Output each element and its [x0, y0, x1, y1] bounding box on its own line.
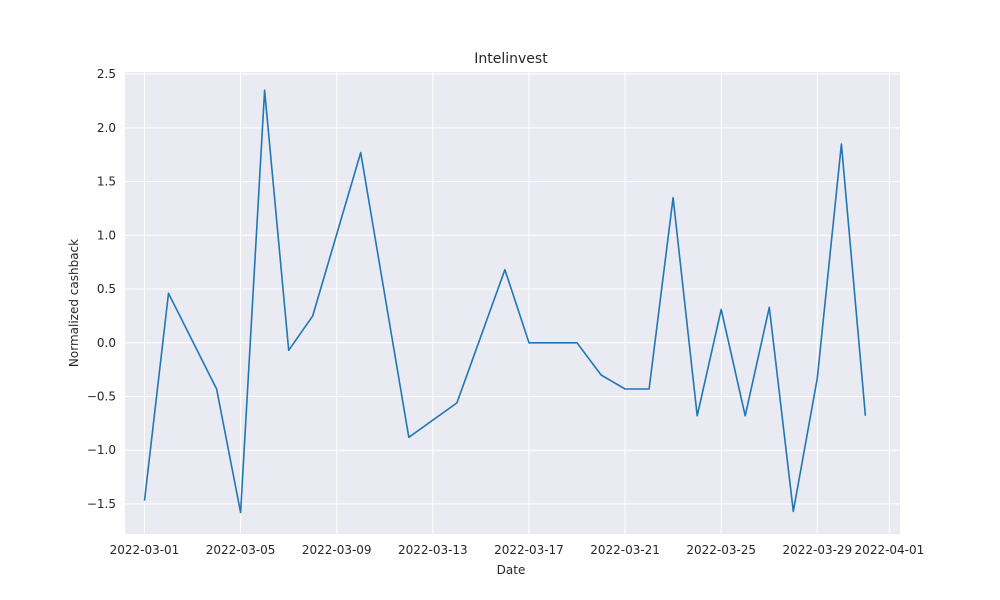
y-tick-label: 1.5 [97, 175, 116, 189]
x-tick-label: 2022-03-25 [686, 543, 756, 557]
x-tick-label: 2022-03-05 [206, 543, 276, 557]
y-tick-label: 2.0 [97, 121, 116, 135]
y-tick-label: −0.5 [87, 389, 116, 403]
x-tick-label: 2022-04-01 [855, 543, 925, 557]
x-tick-label: 2022-03-17 [494, 543, 564, 557]
x-tick-labels: 2022-03-01 2022-03-05 2022-03-09 2022-03-13… [110, 543, 925, 557]
y-tick-label: 0.0 [97, 336, 116, 350]
y-tick-label: −1.5 [87, 497, 116, 511]
y-tick-label: 1.0 [97, 228, 116, 242]
grid-lines [125, 72, 900, 534]
series-line [143, 89, 867, 514]
x-axis-label: Date [497, 563, 526, 577]
y-tick-label: 2.5 [97, 67, 116, 81]
chart-title: Intelinvest [474, 51, 548, 67]
x-tick-label: 2022-03-29 [782, 543, 852, 557]
y-tick-label: −1.0 [87, 443, 116, 457]
x-tick-label: 2022-03-13 [398, 543, 468, 557]
y-tick-labels: −1.5 −1.0 −0.5 0.0 0.5 1.0 1.5 2.0 2.5 [87, 67, 116, 511]
plot-area [125, 72, 900, 534]
y-axis-label: Normalized cashback [67, 239, 81, 367]
x-tick-label: 2022-03-21 [590, 543, 660, 557]
x-tick-label: 2022-03-01 [110, 543, 180, 557]
x-tick-label: 2022-03-09 [302, 543, 372, 557]
y-tick-label: 0.5 [97, 282, 116, 296]
